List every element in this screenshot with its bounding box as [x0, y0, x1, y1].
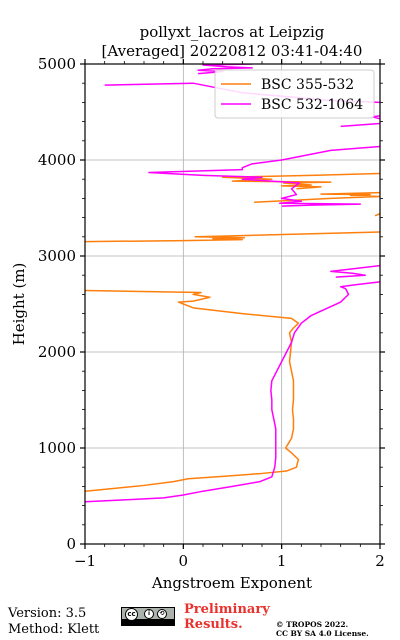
version-text: Version: 3.5 [8, 606, 87, 621]
method-text: Method: Klett [8, 622, 100, 637]
preliminary-line-1: Preliminary [184, 602, 270, 617]
chart-title-line-2: [Averaged] 20220812 03:41-04:40 [102, 42, 363, 60]
x-axis-label: Angstroem Exponent [151, 574, 312, 592]
copyright-line-1: © TROPOS 2022. [276, 620, 349, 629]
footer-info: Version: 3.5 Method: Klett [8, 606, 99, 638]
preliminary-line-2: Results. [184, 617, 243, 632]
plot-frame [84, 63, 381, 545]
y-axis-label: Height (m) [10, 263, 28, 346]
cc-by-sa-badge-icon: cc i ⟲ [121, 607, 175, 626]
y-tick-label: 0 [66, 535, 76, 553]
preliminary-notice: Preliminary Results. [184, 602, 270, 632]
chart-figure: pollyxt_lacros at Leipzig [Averaged] 202… [10, 23, 385, 592]
series-line-bsc-532-1064 [85, 64, 380, 503]
legend-label-bsc-355-532: BSC 355-532 [261, 77, 354, 93]
y-tick-label: 4000 [38, 151, 76, 169]
series-line-bsc-355-532 [85, 172, 380, 492]
series-layer [85, 64, 380, 503]
x-tick-label: 1 [277, 552, 287, 570]
copyright-line-2: CC BY SA 4.0 License. [276, 629, 369, 638]
y-tick-label: 1000 [38, 439, 76, 457]
legend: BSC 355-532 BSC 532-1064 [214, 69, 375, 119]
x-tick-label: 0 [179, 552, 189, 570]
legend-label-bsc-532-1064: BSC 532-1064 [261, 97, 363, 113]
y-tick-label: 5000 [38, 55, 76, 73]
y-tick-label: 2000 [38, 343, 76, 361]
x-tick-label: 2 [375, 552, 385, 570]
legend-box [214, 69, 375, 119]
y-tick-label: 3000 [38, 247, 76, 265]
chart-title-line-1: pollyxt_lacros at Leipzig [140, 23, 325, 41]
copyright-notice: © TROPOS 2022. CC BY SA 4.0 License. [276, 620, 369, 638]
x-tick-label: −1 [74, 552, 96, 570]
